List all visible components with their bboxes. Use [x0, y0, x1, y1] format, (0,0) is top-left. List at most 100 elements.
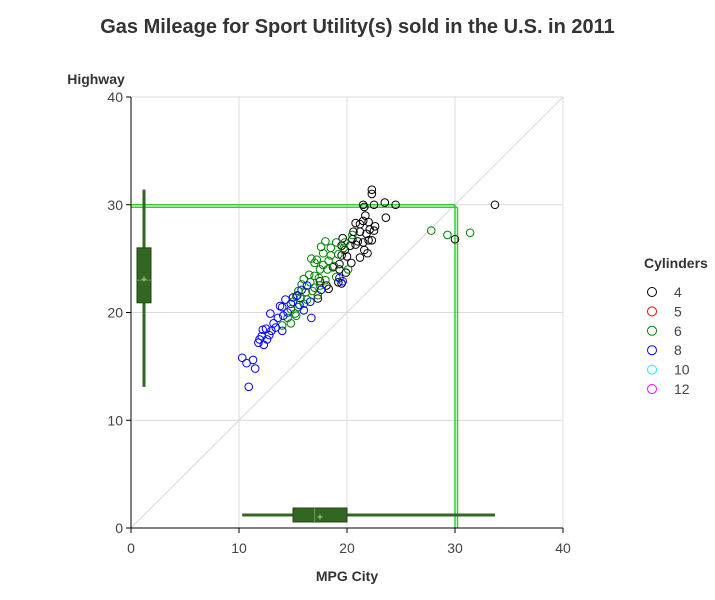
data-point-cyl-4	[361, 211, 370, 220]
data-point-cyl-6	[318, 248, 328, 258]
data-point-cyl-8	[286, 299, 296, 309]
chart-title: Gas Mileage for Sport Utility(s) sold in…	[100, 16, 615, 38]
data-point-cyl-8	[250, 364, 260, 373]
axes: 0 10 20 30 40 0 10 20 30 40	[107, 89, 571, 556]
data-point-cyl-8	[305, 297, 315, 307]
data-point-cyl-8	[283, 308, 292, 317]
data-point-cyl-4	[359, 202, 369, 212]
data-point-cyl-4	[328, 262, 338, 272]
boxplot-x-mean	[317, 514, 323, 520]
y-axis-label: Highway	[67, 71, 125, 87]
legend-marker-12	[647, 384, 657, 394]
data-point-cyl-6	[305, 278, 315, 287]
data-point-cyl-4	[313, 294, 323, 303]
y-tick-label: 30	[107, 197, 123, 213]
data-point-cyl-6	[334, 250, 343, 259]
legend-marker-6	[647, 325, 657, 336]
data-point-cyl-6	[307, 254, 316, 263]
data-point-cyl-4	[337, 279, 346, 288]
data-point-cyl-4	[367, 236, 377, 245]
data-point-cyl-4	[367, 189, 377, 199]
diagonal-reference-line	[130, 96, 564, 529]
data-point-cyl-4	[450, 234, 460, 244]
data-point-cyl-6	[348, 230, 357, 240]
x-axis-label: MPG City	[316, 568, 378, 584]
data-point-cyl-6	[318, 260, 328, 270]
data-point-cyl-6	[316, 242, 326, 252]
data-point-cyl-4	[358, 200, 368, 210]
data-point-cyl-6	[304, 270, 314, 280]
legend-label-4: 4	[674, 284, 682, 300]
legend-marker-4	[647, 287, 657, 297]
data-point-cyl-4	[369, 200, 379, 210]
legend: Cylinders 4 5 6 8 10 12	[644, 255, 708, 397]
data-point-cyl-8	[248, 355, 258, 365]
data-point-cyl-8	[278, 311, 288, 321]
data-point-cyl-8	[275, 301, 285, 311]
x-tick-label: 20	[339, 540, 355, 556]
x-tick-label: 0	[127, 540, 135, 556]
data-point-cyl-4	[365, 225, 374, 234]
data-point-cyl-6	[286, 318, 296, 328]
data-point-cyl-6	[340, 238, 350, 247]
data-point-cyl-8	[307, 313, 316, 323]
data-point-cyl-4	[355, 227, 365, 236]
data-point-cyl-6	[465, 228, 475, 238]
x-tick-label: 10	[231, 540, 247, 556]
data-point-cyl-4	[367, 185, 377, 194]
data-point-cyl-8	[288, 293, 298, 302]
data-point-cyl-4	[381, 213, 391, 222]
data-point-cyl-4	[369, 226, 379, 235]
boxplots	[136, 189, 495, 523]
data-point-cyl-4	[351, 240, 360, 249]
x-tick-label: 30	[447, 540, 463, 556]
legend-label-12: 12	[674, 381, 690, 397]
reference-lines	[131, 204, 459, 528]
data-point-cyl-6	[315, 281, 325, 290]
data-point-cyl-8	[293, 290, 302, 300]
data-point-cyl-8	[295, 300, 304, 310]
data-point-cyl-4	[358, 216, 368, 226]
data-point-cyl-4	[355, 219, 365, 229]
data-point-cyl-6	[299, 299, 309, 309]
boxplot-y-mean	[141, 276, 147, 282]
data-point-cyl-8	[258, 325, 268, 335]
data-point-cyl-4	[380, 198, 390, 207]
data-point-cyl-4	[359, 245, 369, 255]
data-point-cyl-8	[244, 382, 254, 392]
data-point-cyl-6	[277, 321, 287, 330]
y-tick-label: 0	[115, 520, 123, 536]
legend-title: Cylinders	[644, 255, 708, 271]
data-point-cyl-6	[326, 243, 336, 253]
legend-label-10: 10	[674, 362, 690, 378]
data-point-cyl-8	[281, 295, 290, 304]
data-point-cyl-6	[291, 311, 301, 321]
data-point-cyl-6	[329, 261, 339, 271]
data-point-cyl-8	[299, 306, 309, 315]
data-point-cyl-6	[343, 265, 353, 274]
data-point-cyl-8	[273, 313, 283, 323]
boxplot-y-box	[136, 247, 152, 304]
data-point-cyl-4	[338, 233, 347, 243]
data-point-cyl-4	[355, 253, 365, 262]
data-point-cyl-4	[362, 229, 371, 239]
data-point-cyl-6	[443, 230, 452, 240]
data-point-cyl-4	[391, 200, 400, 210]
data-point-cyl-8	[277, 302, 287, 312]
data-point-cyl-6	[286, 304, 296, 314]
data-point-cyl-6	[339, 243, 349, 253]
data-point-cyl-4	[363, 248, 372, 258]
data-point-cyl-4	[364, 236, 373, 245]
data-point-cyl-8	[269, 318, 278, 328]
grid	[130, 96, 564, 529]
legend-label-6: 6	[674, 323, 682, 339]
data-point-cyl-8	[302, 281, 312, 290]
data-point-cyl-6	[312, 255, 322, 265]
y-tick-label: 10	[107, 412, 123, 428]
y-tick-label: 40	[107, 89, 123, 105]
data-point-cyl-8	[277, 326, 287, 336]
data-point-cyl-8	[266, 309, 275, 318]
data-point-cyl-8	[267, 326, 276, 336]
data-point-cyl-8	[237, 353, 247, 363]
